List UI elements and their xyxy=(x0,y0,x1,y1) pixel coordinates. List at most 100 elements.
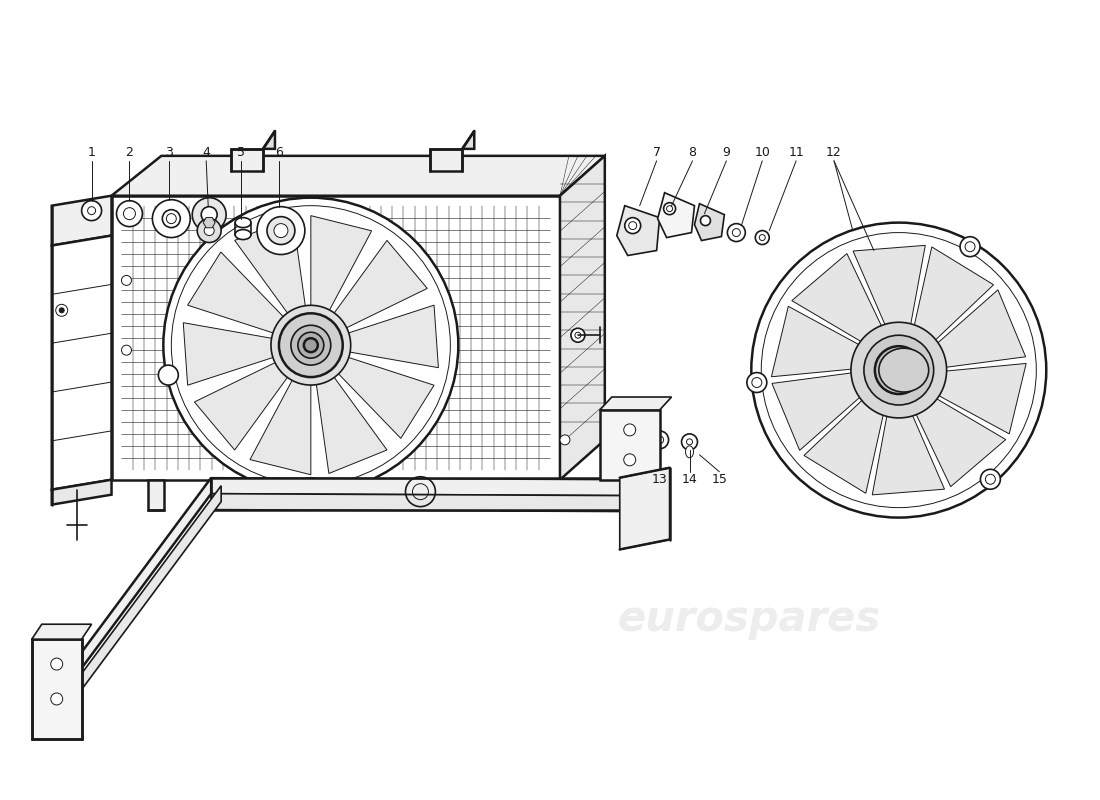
Circle shape xyxy=(290,326,331,365)
Polygon shape xyxy=(211,478,640,496)
Polygon shape xyxy=(195,362,289,450)
Polygon shape xyxy=(337,357,434,438)
Circle shape xyxy=(123,208,135,220)
Circle shape xyxy=(163,210,180,228)
Circle shape xyxy=(163,198,459,493)
Circle shape xyxy=(571,328,585,342)
Text: 7: 7 xyxy=(652,146,661,159)
Polygon shape xyxy=(332,240,427,329)
Polygon shape xyxy=(792,254,889,350)
Circle shape xyxy=(88,206,96,214)
Circle shape xyxy=(864,335,934,405)
Circle shape xyxy=(751,378,762,387)
Polygon shape xyxy=(909,390,1005,486)
Polygon shape xyxy=(430,149,462,170)
Ellipse shape xyxy=(235,218,251,228)
Polygon shape xyxy=(250,378,311,474)
Text: 12: 12 xyxy=(826,146,842,159)
Text: 14: 14 xyxy=(682,474,697,486)
Polygon shape xyxy=(62,478,211,695)
Circle shape xyxy=(197,218,221,242)
Text: 13: 13 xyxy=(651,474,668,486)
Text: 8: 8 xyxy=(689,146,696,159)
Circle shape xyxy=(625,218,640,234)
Circle shape xyxy=(682,434,697,450)
Text: 3: 3 xyxy=(165,146,174,159)
Circle shape xyxy=(201,206,217,222)
Circle shape xyxy=(51,693,63,705)
Circle shape xyxy=(274,224,288,238)
Text: 4: 4 xyxy=(202,146,210,159)
Circle shape xyxy=(727,224,746,242)
Text: eurospares: eurospares xyxy=(618,598,881,640)
Circle shape xyxy=(166,214,176,224)
Circle shape xyxy=(301,478,321,498)
Circle shape xyxy=(560,435,570,445)
Circle shape xyxy=(121,275,132,286)
Circle shape xyxy=(279,314,343,377)
Polygon shape xyxy=(560,156,605,480)
Circle shape xyxy=(965,242,975,252)
Circle shape xyxy=(960,237,980,257)
Text: 6: 6 xyxy=(275,146,283,159)
Polygon shape xyxy=(600,410,660,480)
Circle shape xyxy=(267,217,295,245)
Circle shape xyxy=(656,436,663,444)
Polygon shape xyxy=(600,397,672,410)
Circle shape xyxy=(298,332,323,358)
Circle shape xyxy=(667,206,672,212)
Circle shape xyxy=(192,198,227,231)
Polygon shape xyxy=(658,193,694,238)
Circle shape xyxy=(980,470,1000,490)
Polygon shape xyxy=(111,156,605,196)
Polygon shape xyxy=(263,131,275,149)
Circle shape xyxy=(629,222,637,230)
Polygon shape xyxy=(923,363,1026,434)
Circle shape xyxy=(51,658,63,670)
Text: 2: 2 xyxy=(125,146,133,159)
Circle shape xyxy=(575,332,581,338)
Polygon shape xyxy=(617,206,660,255)
Polygon shape xyxy=(52,480,111,505)
Polygon shape xyxy=(188,252,285,334)
Polygon shape xyxy=(345,305,439,368)
Circle shape xyxy=(624,454,636,466)
Ellipse shape xyxy=(879,348,928,392)
Polygon shape xyxy=(772,370,873,450)
Text: 10: 10 xyxy=(755,146,770,159)
Text: eurospares: eurospares xyxy=(189,409,452,451)
Text: 11: 11 xyxy=(789,146,804,159)
Text: 15: 15 xyxy=(712,474,727,486)
Circle shape xyxy=(701,216,711,226)
Circle shape xyxy=(257,206,305,254)
Polygon shape xyxy=(503,480,518,510)
Circle shape xyxy=(56,304,68,316)
Polygon shape xyxy=(148,480,164,510)
Circle shape xyxy=(747,373,767,393)
Polygon shape xyxy=(52,196,111,246)
Ellipse shape xyxy=(685,446,693,458)
Circle shape xyxy=(624,424,636,436)
Ellipse shape xyxy=(235,230,251,239)
Polygon shape xyxy=(234,217,306,315)
Polygon shape xyxy=(872,398,945,495)
Circle shape xyxy=(686,439,693,445)
Circle shape xyxy=(81,201,101,221)
Polygon shape xyxy=(619,468,670,550)
Circle shape xyxy=(756,230,769,245)
Polygon shape xyxy=(771,306,874,377)
Text: 1: 1 xyxy=(88,146,96,159)
Polygon shape xyxy=(204,218,216,228)
Polygon shape xyxy=(694,204,725,241)
Polygon shape xyxy=(231,149,263,170)
Polygon shape xyxy=(32,624,91,639)
Circle shape xyxy=(117,201,142,226)
Polygon shape xyxy=(924,290,1025,370)
Polygon shape xyxy=(804,388,887,494)
Circle shape xyxy=(851,322,947,418)
Circle shape xyxy=(153,200,190,238)
Circle shape xyxy=(892,363,905,377)
Polygon shape xyxy=(854,246,925,342)
Polygon shape xyxy=(32,639,81,739)
Circle shape xyxy=(663,202,675,214)
